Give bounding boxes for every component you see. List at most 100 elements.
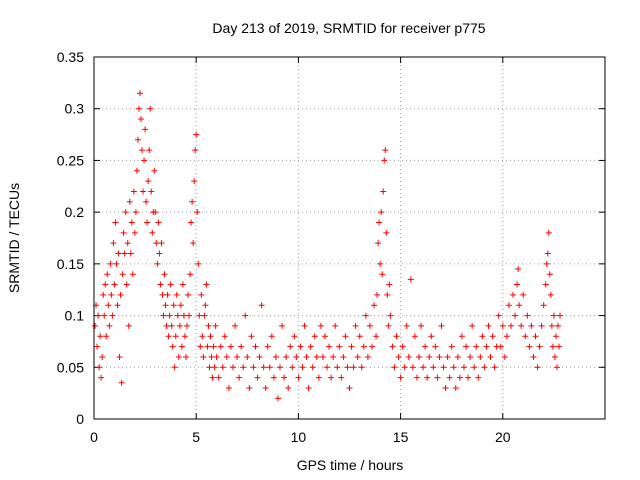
data-point (378, 209, 385, 216)
data-point (96, 364, 103, 371)
data-point (227, 343, 234, 350)
x-tick-label: 20 (495, 429, 511, 445)
data-point (124, 240, 131, 247)
data-point (207, 333, 214, 340)
data-point (139, 147, 146, 154)
data-point (209, 374, 216, 381)
data-point (342, 333, 349, 340)
data-point (131, 229, 138, 236)
data-point (505, 302, 512, 309)
data-point (526, 343, 533, 350)
data-point (452, 384, 459, 391)
data-point (501, 353, 508, 360)
data-point (177, 302, 184, 309)
data-point (204, 343, 211, 350)
data-point (262, 384, 269, 391)
data-point (413, 374, 420, 381)
data-point (456, 374, 463, 381)
data-point (103, 333, 110, 340)
data-point (551, 353, 558, 360)
data-point (221, 333, 228, 340)
data-point (401, 364, 408, 371)
data-point (128, 219, 135, 226)
data-point (160, 312, 167, 319)
data-point (258, 302, 265, 309)
data-point (346, 384, 353, 391)
data-point (283, 353, 290, 360)
data-point (154, 260, 161, 267)
data-point (165, 333, 172, 340)
data-point (379, 271, 386, 278)
data-point (143, 198, 150, 205)
data-point (246, 384, 253, 391)
data-point (122, 209, 129, 216)
data-point (368, 343, 375, 350)
x-tick-label: 0 (90, 429, 98, 445)
data-point (180, 312, 187, 319)
data-point (274, 395, 281, 402)
x-axis-label: GPS time / hours (297, 457, 404, 473)
data-point (205, 322, 212, 329)
data-point (138, 116, 145, 123)
data-point (116, 353, 123, 360)
data-point (497, 343, 504, 350)
data-point (195, 260, 202, 267)
data-point (350, 364, 357, 371)
data-point (540, 302, 547, 309)
data-point (120, 229, 127, 236)
data-point (518, 322, 525, 329)
data-point (542, 281, 549, 288)
data-point (532, 333, 539, 340)
data-point (432, 343, 439, 350)
data-point (252, 343, 259, 350)
data-point (382, 147, 389, 154)
data-point (303, 353, 310, 360)
data-point (225, 384, 232, 391)
data-point (477, 353, 484, 360)
data-point (223, 353, 230, 360)
y-tick-label: 0.3 (65, 101, 85, 117)
data-point (387, 312, 394, 319)
data-point (305, 384, 312, 391)
data-point (516, 302, 523, 309)
data-point (117, 291, 124, 298)
data-point (491, 364, 498, 371)
data-point (444, 353, 451, 360)
data-point (358, 364, 365, 371)
data-point (458, 333, 465, 340)
data-point (242, 312, 249, 319)
data-point (328, 374, 335, 381)
data-point (520, 291, 527, 298)
data-point (168, 322, 175, 329)
data-point (198, 291, 205, 298)
data-point (313, 353, 320, 360)
data-point (232, 322, 239, 329)
data-point (334, 364, 341, 371)
data-point (311, 333, 318, 340)
data-point (381, 157, 388, 164)
data-point (92, 322, 99, 329)
data-point (556, 343, 563, 350)
data-point (135, 105, 142, 112)
data-point (101, 312, 108, 319)
data-point (189, 198, 196, 205)
data-point (499, 322, 506, 329)
data-point (485, 322, 492, 329)
data-point (210, 343, 217, 350)
data-point (557, 312, 564, 319)
data-point (199, 333, 206, 340)
data-point (127, 250, 134, 257)
data-point (338, 374, 345, 381)
data-point (94, 343, 101, 350)
data-point (200, 353, 207, 360)
data-point (182, 353, 189, 360)
data-point (196, 312, 203, 319)
data-point (420, 364, 427, 371)
data-point (100, 291, 107, 298)
data-point (147, 105, 154, 112)
data-point (340, 353, 347, 360)
data-point (538, 322, 545, 329)
data-point (428, 333, 435, 340)
data-point (203, 281, 210, 288)
